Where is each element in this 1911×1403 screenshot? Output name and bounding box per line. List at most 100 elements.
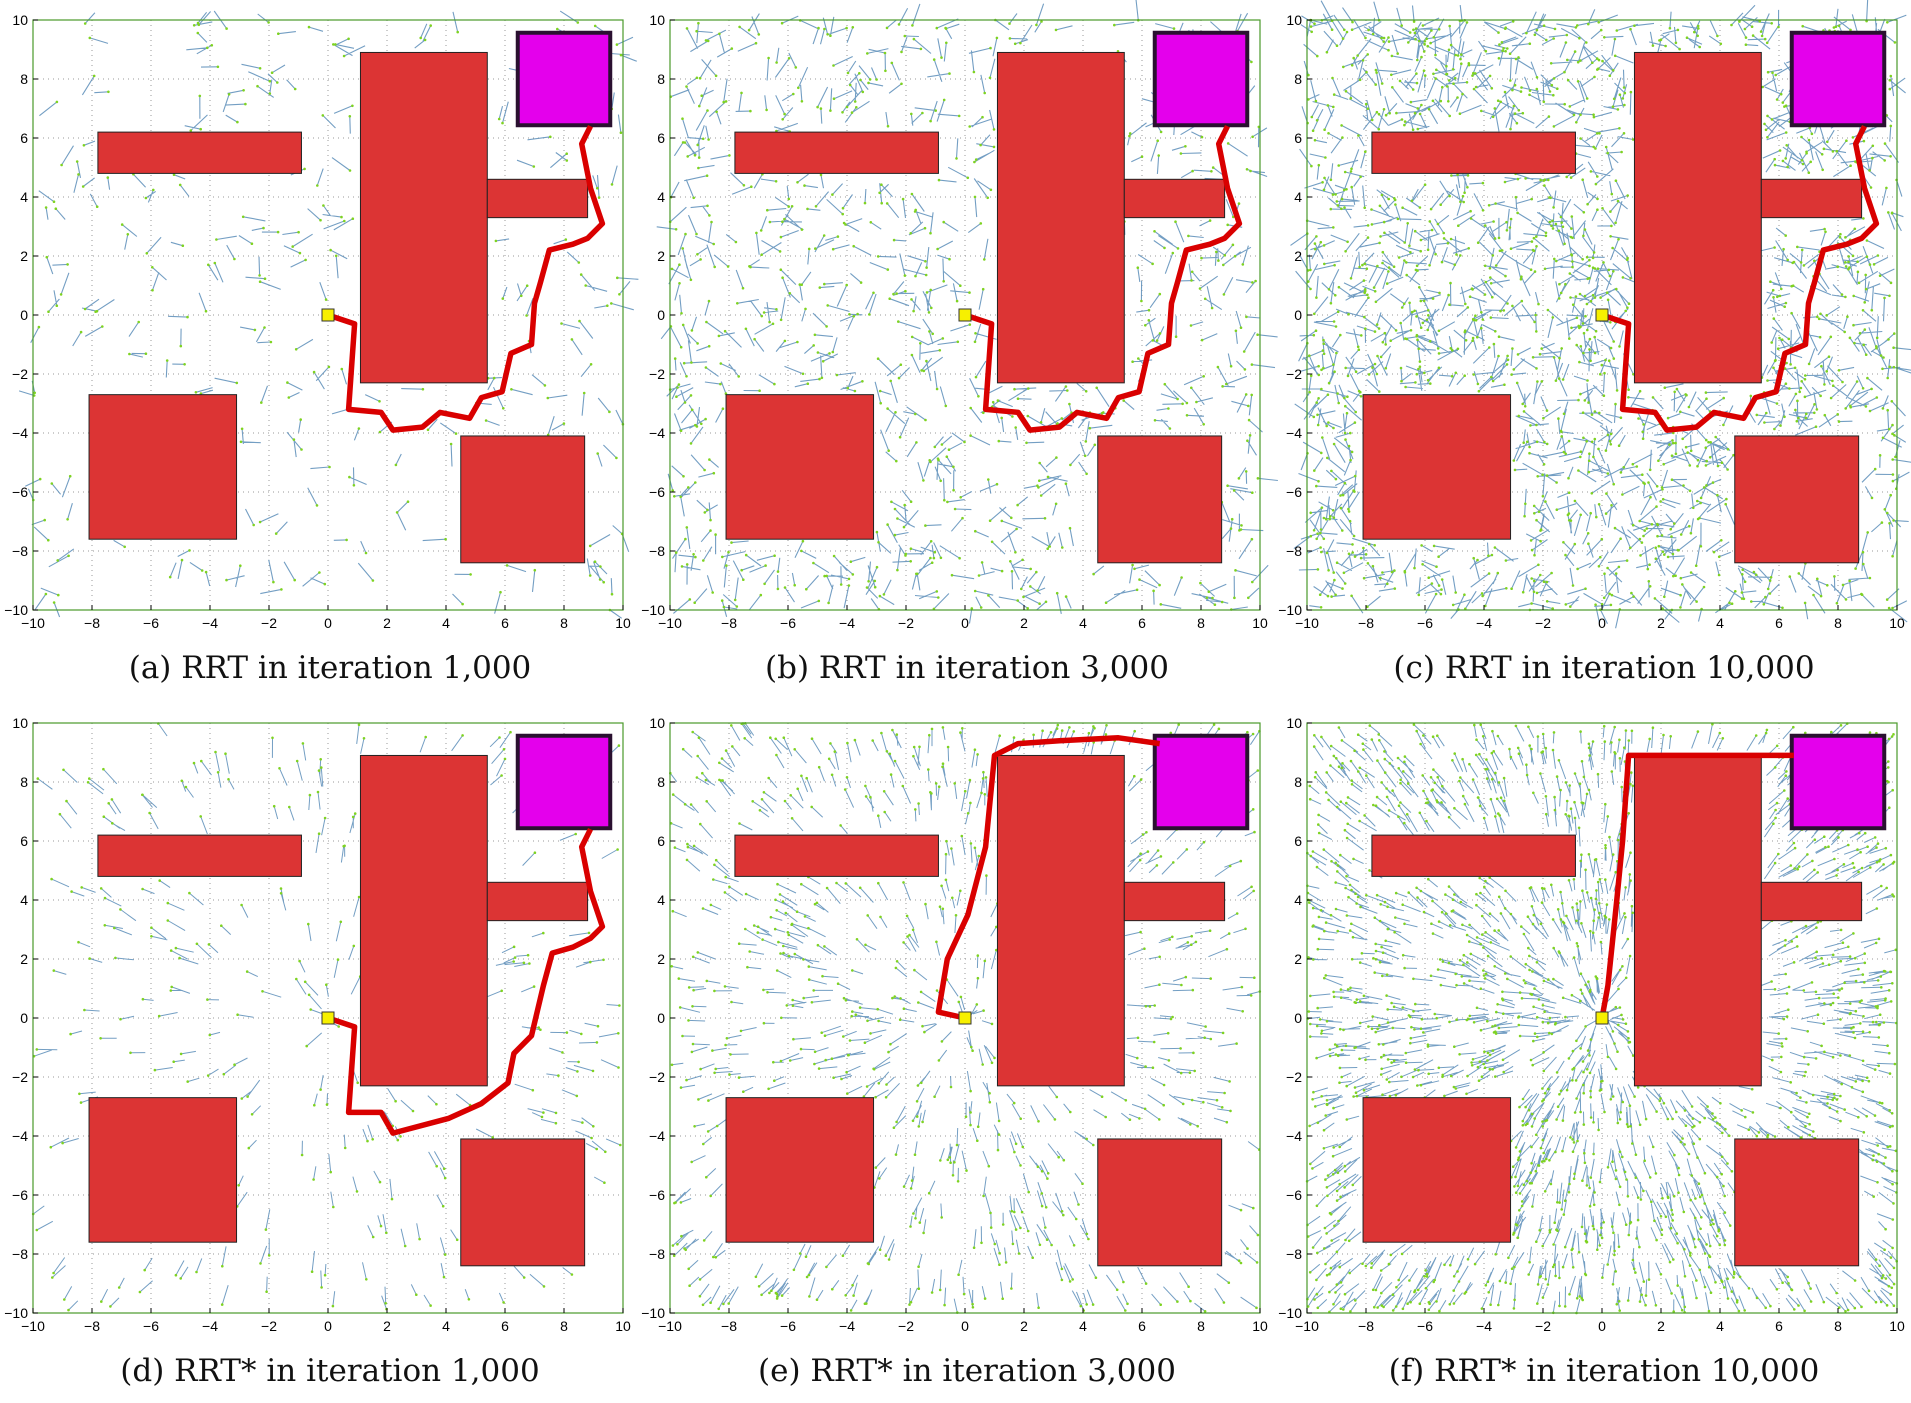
x-tick-label: 10 <box>1889 1318 1905 1334</box>
x-tick-label: 0 <box>961 1318 969 1334</box>
solution-path <box>327 827 606 1136</box>
plot-f: −10 −8 −6 −4 −2 0 2 4 6 8 10 −10 −8 −6 −4 −2 0 2 4 6 8 10 <box>1278 715 1905 1334</box>
x-tick-label: −8 <box>1358 1318 1374 1334</box>
caption-d: (d) RRT* in iteration 1,000 <box>120 1353 540 1389</box>
obstacle-1 <box>1371 834 1576 877</box>
obstacle-2 <box>359 51 488 384</box>
plot-e: −10 −8 −6 −4 −2 0 2 4 6 8 10 −10 −8 −6 −4 −2 0 2 4 6 8 10 <box>641 715 1268 1334</box>
y-tick-label: 4 <box>657 189 665 205</box>
x-tick-label: 10 <box>1889 615 1905 631</box>
goal-region <box>1789 733 1887 831</box>
y-tick-label: −6 <box>12 1187 28 1203</box>
x-tick-label: 2 <box>383 1318 391 1334</box>
x-tick-label: −8 <box>1358 615 1374 631</box>
x-tick-label: −2 <box>1535 615 1551 631</box>
y-tick-label: 2 <box>1294 951 1302 967</box>
y-tick-label: −4 <box>649 425 665 441</box>
x-tick-label: 0 <box>324 615 332 631</box>
y-tick-label: −10 <box>641 602 665 618</box>
start-marker <box>321 1011 335 1025</box>
y-tick-label: 4 <box>1294 892 1302 908</box>
plot-a: −10 −8 −6 −4 −2 0 2 4 6 8 10 −10 −8 −6 −4 −2 0 2 4 6 8 10 <box>4 10 639 631</box>
y-tick-label: −10 <box>4 1305 28 1321</box>
y-tick-label: 10 <box>1286 12 1302 28</box>
start-marker <box>1595 1011 1609 1025</box>
y-tick-label: 10 <box>649 715 665 731</box>
x-tick-label: 4 <box>1716 1318 1724 1334</box>
x-tick-label: 2 <box>1657 1318 1665 1334</box>
obstacle-3 <box>1760 881 1863 922</box>
x-tick-label: 6 <box>501 1318 509 1334</box>
y-tick-label: 10 <box>12 12 28 28</box>
x-tick-label: 2 <box>1020 615 1028 631</box>
x-tick-label: 4 <box>1079 615 1087 631</box>
obstacle-1 <box>97 834 302 877</box>
obstacle-4 <box>88 394 238 540</box>
y-tick-label: −2 <box>649 366 665 382</box>
caption-e: (e) RRT* in iteration 3,000 <box>758 1353 1176 1389</box>
goal-region <box>1789 30 1887 128</box>
y-tick-label: −6 <box>12 484 28 500</box>
solution-path <box>1601 124 1880 433</box>
x-tick-label: 2 <box>1020 1318 1028 1334</box>
x-tick-label: −10 <box>21 615 45 631</box>
y-tick-label: −8 <box>1286 543 1302 559</box>
x-tick-label: 10 <box>1252 1318 1268 1334</box>
y-tick-label: 0 <box>1294 307 1302 323</box>
y-tick-label: 8 <box>657 71 665 87</box>
obstacle-2 <box>359 754 488 1087</box>
solution-path <box>327 124 606 433</box>
panel-c: −10 −8 −6 −4 −2 0 2 4 6 8 10 −10 −8 −6 −4 −2 0 2 4 6 8 10 (c)… <box>1274 0 1911 700</box>
x-tick-label: 10 <box>615 1318 631 1334</box>
x-tick-label: −2 <box>261 615 277 631</box>
y-tick-label: 4 <box>20 892 28 908</box>
y-tick-label: 6 <box>657 130 665 146</box>
obstacle-1 <box>1371 131 1576 174</box>
y-tick-label: −2 <box>12 366 28 382</box>
x-tick-label: 6 <box>1775 615 1783 631</box>
x-tick-label: −4 <box>1476 615 1492 631</box>
x-tick-label: −6 <box>143 615 159 631</box>
obstacle-4 <box>88 1097 238 1243</box>
panel-e: −10 −8 −6 −4 −2 0 2 4 6 8 10 −10 −8 −6 −4 −2 0 2 4 6 8 10 (e)… <box>637 703 1274 1403</box>
y-tick-label: 2 <box>657 951 665 967</box>
plot-d: −10 −8 −6 −4 −2 0 2 4 6 8 10 −10 −8 −6 −4 −2 0 2 4 6 8 10 <box>4 715 631 1334</box>
x-tick-label: −6 <box>1417 615 1433 631</box>
y-tick-label: 10 <box>649 12 665 28</box>
x-tick-label: 8 <box>560 615 568 631</box>
y-tick-label: −2 <box>1286 1069 1302 1085</box>
x-tick-label: −2 <box>261 1318 277 1334</box>
y-tick-label: 4 <box>1294 189 1302 205</box>
x-tick-label: −10 <box>21 1318 45 1334</box>
y-tick-label: −10 <box>641 1305 665 1321</box>
tree-edge-set <box>1306 723 1898 1314</box>
x-tick-label: 10 <box>615 615 631 631</box>
panel-f: −10 −8 −6 −4 −2 0 2 4 6 8 10 −10 −8 −6 −4 −2 0 2 4 6 8 10 (f)… <box>1274 703 1911 1403</box>
panel-d: −10 −8 −6 −4 −2 0 2 4 6 8 10 −10 −8 −6 −4 −2 0 2 4 6 8 10 (d)… <box>0 703 637 1403</box>
axis-ticks: −10 −8 −6 −4 −2 0 2 4 6 8 10 −10 −8 −6 −4 −2 0 2 4 6 8 10 <box>4 715 631 1334</box>
x-tick-label: −10 <box>658 615 682 631</box>
panel-a: −10 −8 −6 −4 −2 0 2 4 6 8 10 −10 −8 −6 −4 −2 0 2 4 6 8 10 (a)… <box>0 0 639 700</box>
tree-node-set <box>668 18 1261 611</box>
x-tick-label: 0 <box>1598 1318 1606 1334</box>
panel-b: −10 −8 −6 −4 −2 0 2 4 6 8 10 −10 −8 −6 −4 −2 0 2 4 6 8 10 (b)… <box>637 0 1278 700</box>
obstacle-2 <box>1633 51 1762 384</box>
y-tick-label: 8 <box>20 774 28 790</box>
x-tick-label: −8 <box>84 1318 100 1334</box>
y-tick-label: −8 <box>12 1246 28 1262</box>
y-tick-label: −8 <box>649 1246 665 1262</box>
x-tick-label: −8 <box>721 1318 737 1334</box>
y-tick-label: 0 <box>657 1010 665 1026</box>
y-tick-label: −4 <box>1286 425 1302 441</box>
goal-region <box>1152 733 1250 831</box>
obstacle-4 <box>1362 394 1512 540</box>
y-tick-label: −4 <box>1286 1128 1302 1144</box>
y-tick-label: 10 <box>1286 715 1302 731</box>
y-tick-label: −8 <box>649 543 665 559</box>
obstacle-4 <box>725 1097 875 1243</box>
axis-ticks: −10 −8 −6 −4 −2 0 2 4 6 8 10 −10 −8 −6 −4 −2 0 2 4 6 8 10 <box>641 715 1268 1334</box>
obstacle-5 <box>1097 1138 1223 1267</box>
plot-c: −10 −8 −6 −4 −2 0 2 4 6 8 10 −10 −8 −6 −4 −2 0 2 4 6 8 10 <box>1278 0 1911 631</box>
x-tick-label: 8 <box>560 1318 568 1334</box>
